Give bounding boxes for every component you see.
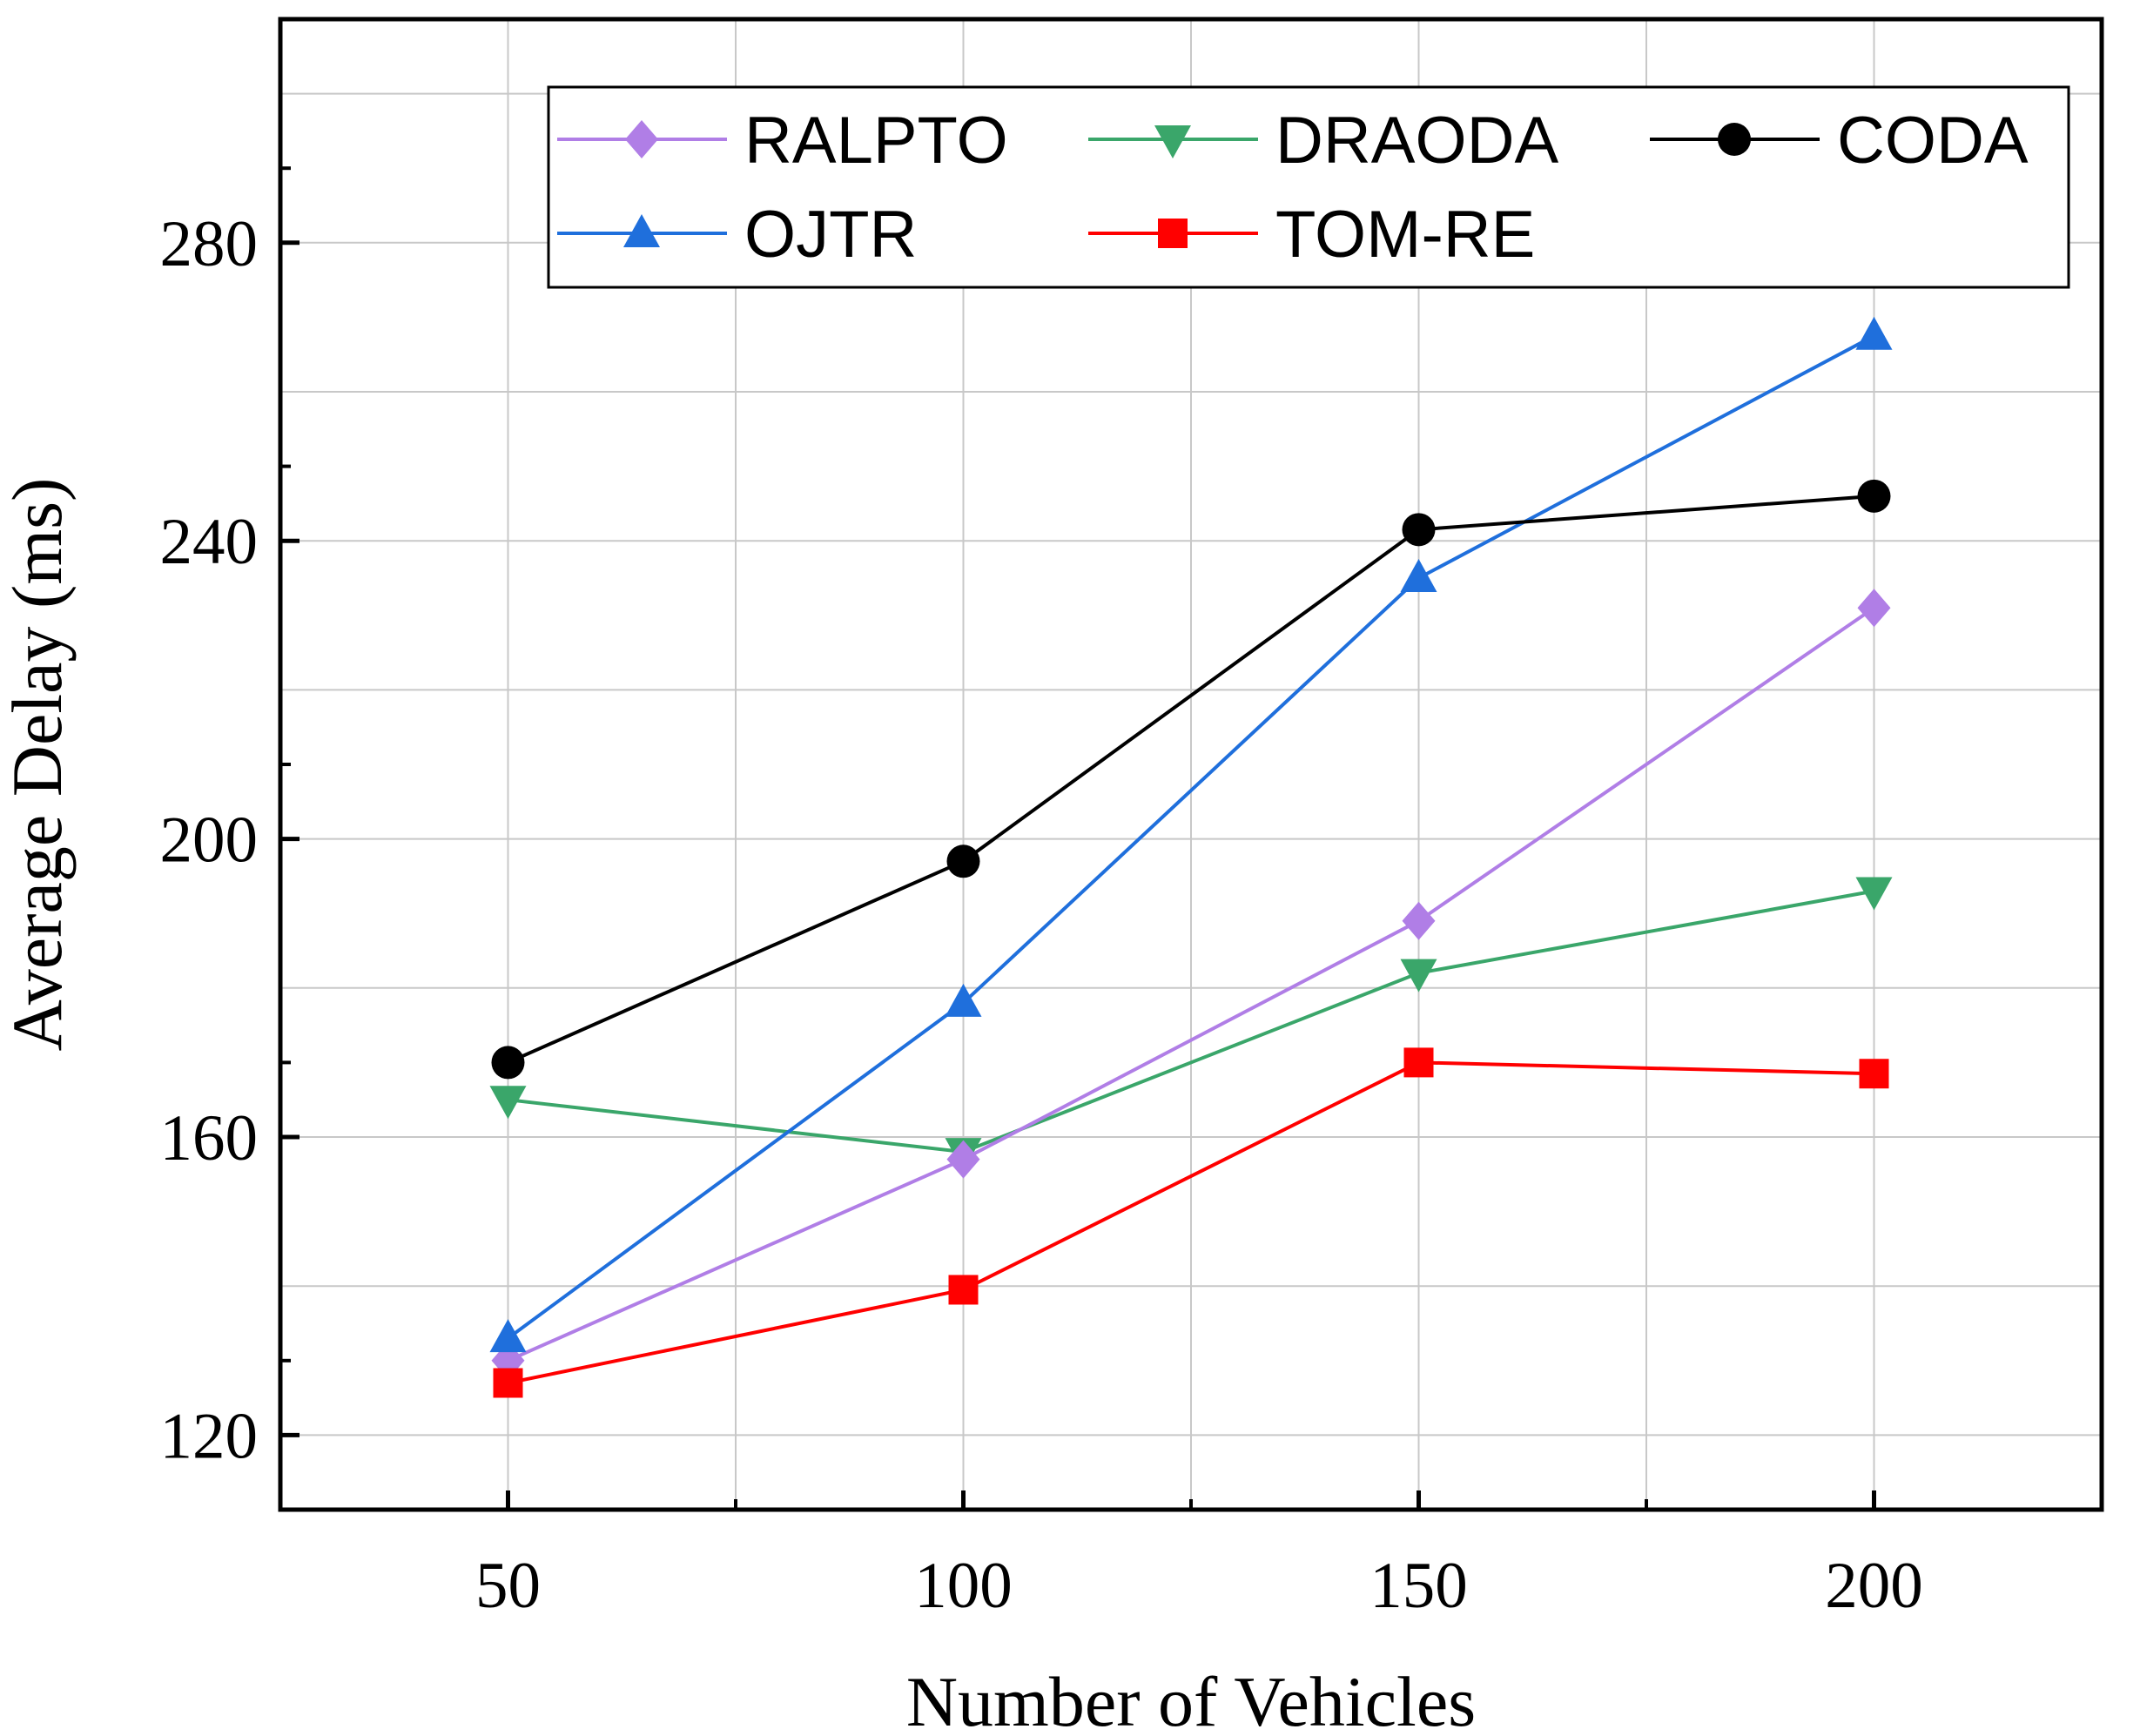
data-point-tom-re bbox=[493, 1368, 523, 1398]
series-tom-re bbox=[493, 1047, 1889, 1398]
series-line-draoda bbox=[508, 889, 1874, 1154]
legend-label: OJTR bbox=[744, 198, 917, 272]
data-point-ralpto bbox=[1857, 589, 1891, 628]
legend-label: TOM-RE bbox=[1275, 198, 1535, 272]
legend-item-ojtr: OJTR bbox=[557, 198, 917, 272]
series-line-coda bbox=[507, 494, 1874, 1065]
y-tick-label: 160 bbox=[160, 1102, 259, 1174]
series-draoda bbox=[489, 877, 1893, 1172]
series-ralpto bbox=[491, 589, 1891, 1380]
x-axis-title: Number of Vehicles bbox=[906, 1662, 1476, 1736]
data-point-ojtr bbox=[1400, 559, 1437, 592]
legend-item-ralpto: RALPTO bbox=[557, 104, 1008, 178]
axis-ticks: 50 100 150 200 120 160 200 240 280 bbox=[160, 166, 1923, 1622]
data-point-coda bbox=[1402, 513, 1436, 547]
legend-label: CODA bbox=[1837, 104, 2029, 178]
data-point-coda bbox=[946, 844, 980, 878]
data-point-ojtr bbox=[489, 1319, 527, 1353]
legend-marker bbox=[623, 214, 660, 247]
legend-item-coda: CODA bbox=[1650, 104, 2029, 178]
data-point-tom-re bbox=[948, 1275, 979, 1305]
y-tick-label: 200 bbox=[160, 804, 259, 877]
series-ojtr bbox=[489, 316, 1893, 1353]
legend-marker bbox=[1718, 123, 1751, 156]
x-tick-label: 100 bbox=[914, 1550, 1013, 1622]
x-tick-label: 200 bbox=[1825, 1550, 1923, 1622]
x-tick-label: 50 bbox=[475, 1550, 541, 1622]
legend-marker bbox=[1154, 125, 1191, 158]
series-line-tom-re bbox=[508, 1060, 1874, 1385]
data-point-ojtr bbox=[1855, 316, 1893, 350]
data-series bbox=[489, 316, 1893, 1398]
y-tick-label: 240 bbox=[160, 506, 259, 578]
data-point-draoda bbox=[1400, 959, 1437, 992]
series-line-ojtr bbox=[507, 334, 1875, 1340]
y-tick-label: 120 bbox=[160, 1400, 259, 1472]
legend-item-tom-re: TOM-RE bbox=[1088, 198, 1535, 272]
data-point-ojtr bbox=[945, 983, 982, 1017]
legend-item-draoda: DRAODA bbox=[1088, 104, 1558, 178]
legend-label: DRAODA bbox=[1275, 104, 1558, 178]
series-coda bbox=[491, 479, 1891, 1080]
data-point-ralpto bbox=[1402, 901, 1436, 940]
legend-label: RALPTO bbox=[744, 104, 1008, 178]
y-tick-label: 280 bbox=[160, 208, 259, 280]
data-point-coda bbox=[491, 1046, 525, 1080]
x-tick-label: 150 bbox=[1369, 1550, 1468, 1622]
y-axis-title: Average Delay (ms) bbox=[0, 478, 77, 1052]
data-point-tom-re bbox=[1403, 1047, 1434, 1078]
legend-marker bbox=[625, 120, 658, 158]
data-point-tom-re bbox=[1859, 1059, 1889, 1089]
legend: RALPTO DRAODA CODA OJTR TOM-RE bbox=[547, 85, 2070, 289]
series-line-ralpto bbox=[507, 606, 1875, 1363]
legend-box bbox=[547, 85, 2070, 289]
data-point-draoda bbox=[489, 1086, 527, 1120]
data-point-ralpto bbox=[946, 1140, 980, 1179]
data-point-coda bbox=[1857, 479, 1891, 513]
data-point-draoda bbox=[1855, 877, 1893, 911]
legend-marker bbox=[1158, 219, 1188, 248]
